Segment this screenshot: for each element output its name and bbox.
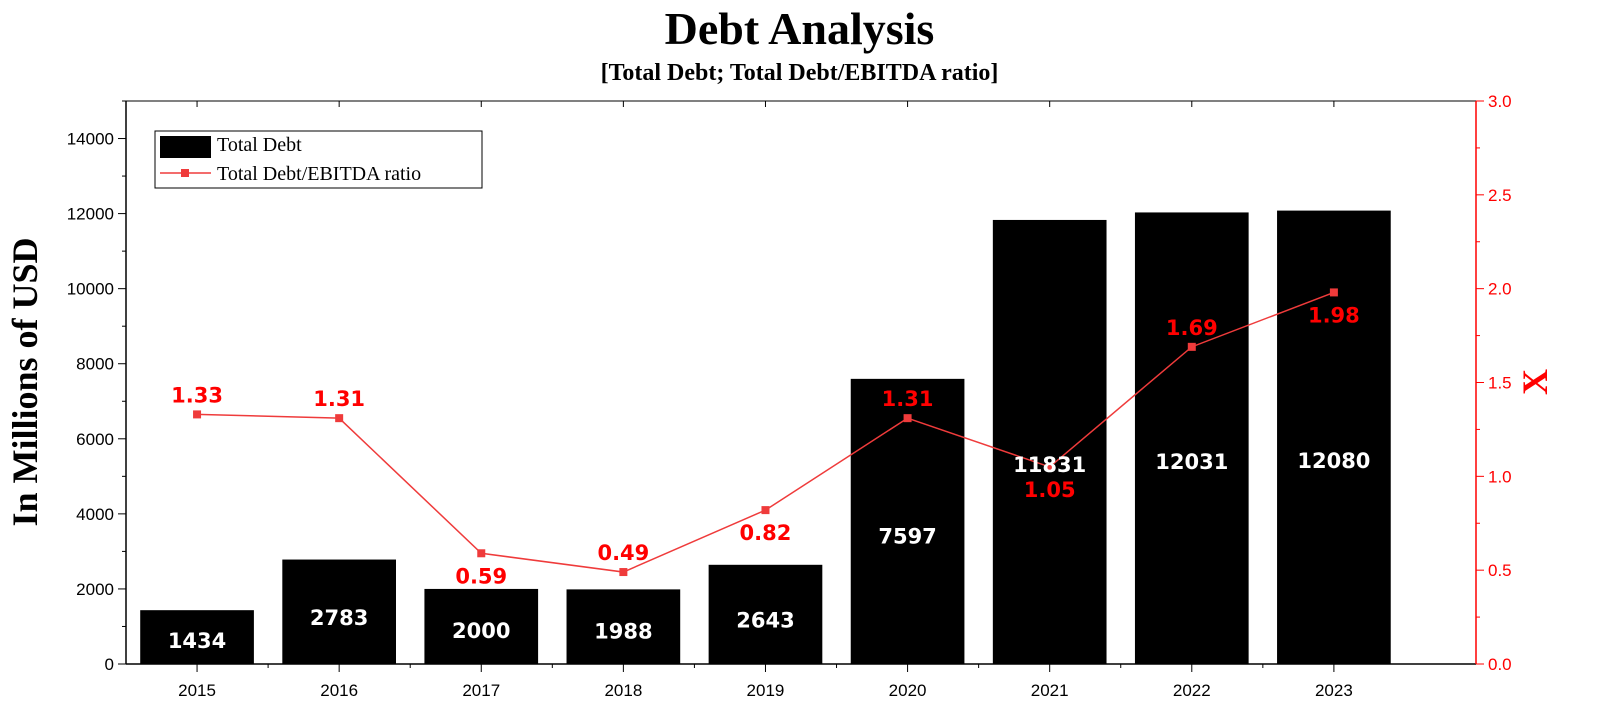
bar-2019	[708, 564, 823, 664]
ratio-value-label: 1.33	[171, 383, 223, 407]
bar-value-label: 11831	[1013, 453, 1086, 477]
bar-value-label: 2643	[736, 608, 794, 632]
y-tick-label: 2000	[76, 580, 114, 599]
x-tick-label: 2019	[747, 681, 785, 700]
y2-tick-label: 3.0	[1488, 92, 1512, 111]
legend-label-total-debt: Total Debt	[217, 134, 302, 156]
y-tick-label: 10000	[67, 280, 114, 299]
chart-title: Debt Analysis	[664, 3, 935, 54]
y-tick-label: 4000	[76, 505, 114, 524]
axes-group: 0 2000 4000 6000 8000 10000 12000 14000 0.0 0.5 1.…	[67, 92, 1512, 700]
ratio-marker-2022	[1187, 342, 1196, 351]
ratio-line-group	[193, 288, 1338, 577]
bar-value-label: 2783	[310, 606, 368, 630]
ratio-value-label: 1.69	[1166, 316, 1218, 340]
y2-tick-label: 0.0	[1488, 655, 1512, 674]
bar-2017	[424, 588, 539, 664]
ratio-value-label: 1.31	[882, 387, 934, 411]
bars-group	[140, 210, 1391, 665]
ratio-value-label: 0.49	[597, 541, 649, 565]
bar-2015	[140, 610, 254, 664]
ratio-marker-2023	[1329, 288, 1338, 297]
x-tick-label: 2018	[604, 681, 642, 700]
bar-value-label: 7597	[878, 525, 936, 549]
ratio-value-label: 0.82	[740, 521, 792, 545]
x-tick-label: 2015	[178, 681, 216, 700]
bar-value-label: 12080	[1297, 449, 1370, 473]
x-tick-label: 2020	[889, 681, 927, 700]
y-tick-label: 12000	[67, 205, 114, 224]
data-labels-group: 1434 2783 2000 1988 2643 7597 11831 12031 12080 1…	[168, 303, 1371, 652]
bar-2016	[282, 559, 396, 664]
ratio-marker-2021	[1045, 462, 1054, 471]
bar-2020	[850, 378, 965, 664]
bar-2018	[566, 589, 681, 664]
x-tick-label: 2022	[1173, 681, 1211, 700]
y2-tick-label: 2.0	[1488, 280, 1512, 299]
bar-2023	[1277, 210, 1391, 664]
legend-bar-swatch	[160, 136, 211, 158]
legend: Total Debt Total Debt/EBITDA ratio	[154, 130, 483, 189]
ratio-marker-2019	[761, 506, 770, 515]
legend-label-ratio: Total Debt/EBITDA ratio	[217, 163, 421, 185]
y2-axis-label: X	[1515, 369, 1555, 395]
bar-2022	[1134, 212, 1249, 664]
x-tick-label: 2021	[1031, 681, 1069, 700]
chart-subtitle: [Total Debt; Total Debt/EBITDA ratio]	[600, 60, 999, 86]
y-tick-label: 0	[105, 655, 114, 674]
legend-marker-swatch	[181, 169, 189, 177]
x-tick-label: 2016	[320, 681, 358, 700]
y-axis-label: In Millions of USD	[5, 237, 45, 526]
y2-tick-label: 1.0	[1488, 467, 1512, 486]
bar-value-label: 2000	[452, 619, 510, 643]
ratio-marker-2018	[619, 568, 628, 577]
ratio-value-label: 0.59	[455, 564, 507, 588]
y2-tick-label: 1.5	[1488, 374, 1512, 393]
y-tick-label: 6000	[76, 430, 114, 449]
bar-2021	[992, 219, 1107, 665]
ratio-value-label: 1.98	[1308, 303, 1360, 327]
ratio-marker-2020	[903, 414, 912, 423]
bar-value-label: 1988	[594, 619, 652, 643]
bar-value-label: 1434	[168, 629, 226, 653]
ratio-value-label: 1.31	[313, 387, 365, 411]
bar-value-label: 12031	[1155, 450, 1228, 474]
y-tick-label: 14000	[67, 130, 114, 149]
y-tick-label: 8000	[76, 355, 114, 374]
ratio-value-label: 1.05	[1024, 478, 1076, 502]
x-tick-label: 2017	[462, 681, 500, 700]
ratio-marker-2015	[193, 410, 202, 419]
ratio-marker-2016	[335, 414, 344, 423]
x-tick-label: 2023	[1315, 681, 1353, 700]
y2-tick-label: 2.5	[1488, 186, 1512, 205]
ratio-marker-2017	[477, 549, 486, 558]
y2-tick-label: 0.5	[1488, 561, 1512, 580]
